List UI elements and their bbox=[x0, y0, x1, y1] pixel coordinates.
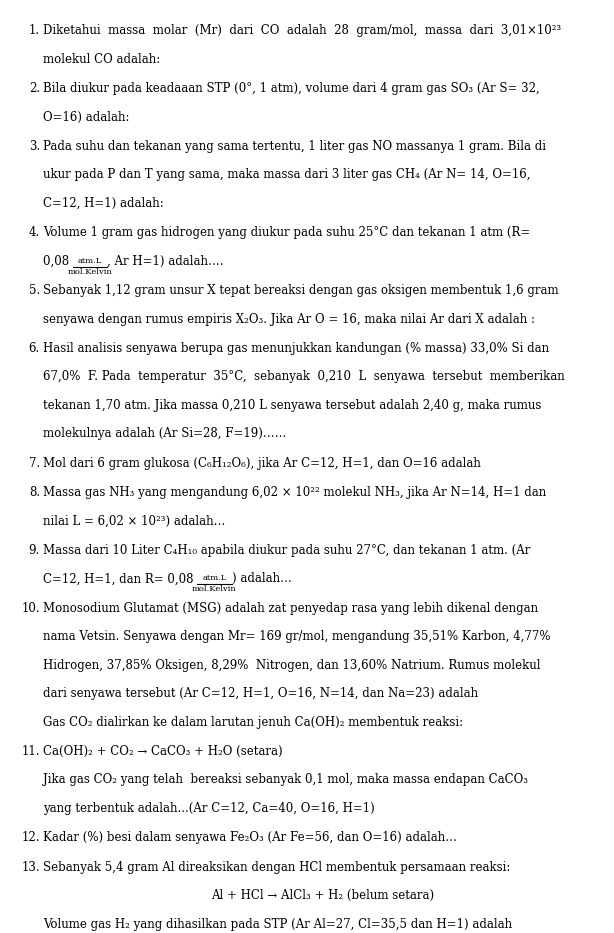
Text: Volume 1 gram gas hidrogen yang diukur pada suhu 25°C dan tekanan 1 atm (R=: Volume 1 gram gas hidrogen yang diukur p… bbox=[43, 226, 530, 239]
Text: 0,08: 0,08 bbox=[43, 255, 73, 268]
Text: mol.Kelvin: mol.Kelvin bbox=[68, 268, 112, 275]
Text: O=16) adalah:: O=16) adalah: bbox=[43, 110, 130, 123]
Text: Pada suhu dan tekanan yang sama tertentu, 1 liter gas NO massanya 1 gram. Bila d: Pada suhu dan tekanan yang sama tertentu… bbox=[43, 140, 546, 153]
Text: Gas CO₂ dialirkan ke dalam larutan jenuh Ca(OH)₂ membentuk reaksi:: Gas CO₂ dialirkan ke dalam larutan jenuh… bbox=[43, 716, 463, 729]
Text: Sebanyak 5,4 gram Al direaksikan dengan HCl membentuk persamaan reaksi:: Sebanyak 5,4 gram Al direaksikan dengan … bbox=[43, 860, 510, 873]
Text: Al + HCl → AlCl₃ + H₂ (belum setara): Al + HCl → AlCl₃ + H₂ (belum setara) bbox=[211, 889, 434, 902]
Text: 4.: 4. bbox=[29, 226, 40, 239]
Text: atm.L: atm.L bbox=[78, 257, 103, 265]
Text: ukur pada P dan T yang sama, maka massa dari 3 liter gas CH₄ (Ar N= 14, O=16,: ukur pada P dan T yang sama, maka massa … bbox=[43, 168, 530, 181]
Text: C=12, H=1, dan R= 0,08: C=12, H=1, dan R= 0,08 bbox=[43, 572, 197, 585]
Text: 7.: 7. bbox=[29, 456, 40, 469]
Text: yang terbentuk adalah...(Ar C=12, Ca=40, O=16, H=1): yang terbentuk adalah...(Ar C=12, Ca=40,… bbox=[43, 801, 375, 815]
Text: Hidrogen, 37,85% Oksigen, 8,29%  Nitrogen, dan 13,60% Natrium. Rumus molekul: Hidrogen, 37,85% Oksigen, 8,29% Nitrogen… bbox=[43, 659, 540, 672]
Text: dari senyawa tersebut (Ar C=12, H=1, O=16, N=14, dan Na=23) adalah: dari senyawa tersebut (Ar C=12, H=1, O=1… bbox=[43, 687, 478, 700]
Text: , Ar H=1) adalah….: , Ar H=1) adalah…. bbox=[107, 255, 223, 268]
Text: molekul CO adalah:: molekul CO adalah: bbox=[43, 53, 160, 65]
Text: 2.: 2. bbox=[29, 82, 40, 95]
Text: Mol dari 6 gram glukosa (C₆H₁₂O₆), jika Ar C=12, H=1, dan O=16 adalah: Mol dari 6 gram glukosa (C₆H₁₂O₆), jika … bbox=[43, 456, 481, 469]
Text: Massa dari 10 Liter C₄H₁₀ apabila diukur pada suhu 27°C, dan tekanan 1 atm. (Ar: Massa dari 10 Liter C₄H₁₀ apabila diukur… bbox=[43, 544, 530, 557]
Text: molekulnya adalah (Ar Si=28, F=19)……: molekulnya adalah (Ar Si=28, F=19)…… bbox=[43, 427, 286, 440]
Text: ) adalah…: ) adalah… bbox=[231, 572, 292, 585]
Text: 67,0%  F. Pada  temperatur  35°C,  sebanyak  0,210  L  senyawa  tersebut  member: 67,0% F. Pada temperatur 35°C, sebanyak … bbox=[43, 370, 565, 383]
Text: nilai L = 6,02 × 10²³) adalah…: nilai L = 6,02 × 10²³) adalah… bbox=[43, 514, 225, 527]
Text: Jika gas CO₂ yang telah  bereaksi sebanyak 0,1 mol, maka massa endapan CaCO₃: Jika gas CO₂ yang telah bereaksi sebanya… bbox=[43, 773, 528, 787]
Text: 6.: 6. bbox=[29, 341, 40, 355]
Text: 13.: 13. bbox=[21, 860, 40, 873]
Text: Kadar (%) besi dalam senyawa Fe₂O₃ (Ar Fe=56, dan O=16) adalah…: Kadar (%) besi dalam senyawa Fe₂O₃ (Ar F… bbox=[43, 831, 457, 844]
Text: Hasil analisis senyawa berupa gas menunjukkan kandungan (% massa) 33,0% Si dan: Hasil analisis senyawa berupa gas menunj… bbox=[43, 341, 549, 355]
Text: Ca(OH)₂ + CO₂ → CaCO₃ + H₂O (setara): Ca(OH)₂ + CO₂ → CaCO₃ + H₂O (setara) bbox=[43, 745, 282, 758]
Text: Bila diukur pada keadaaan STP (0°, 1 atm), volume dari 4 gram gas SO₃ (Ar S= 32,: Bila diukur pada keadaaan STP (0°, 1 atm… bbox=[43, 82, 540, 95]
Text: C=12, H=1) adalah:: C=12, H=1) adalah: bbox=[43, 197, 164, 210]
Text: 3.: 3. bbox=[29, 140, 40, 153]
Text: Monosodium Glutamat (MSG) adalah zat penyedap rasa yang lebih dikenal dengan: Monosodium Glutamat (MSG) adalah zat pen… bbox=[43, 602, 538, 615]
Text: Sebanyak 1,12 gram unsur X tepat bereaksi dengan gas oksigen membentuk 1,6 gram: Sebanyak 1,12 gram unsur X tepat bereaks… bbox=[43, 284, 559, 297]
Text: mol.Kelvin: mol.Kelvin bbox=[192, 585, 237, 593]
Text: 1.: 1. bbox=[29, 24, 40, 37]
Text: Volume gas H₂ yang dihasilkan pada STP (Ar Al=27, Cl=35,5 dan H=1) adalah: Volume gas H₂ yang dihasilkan pada STP (… bbox=[43, 917, 512, 930]
Text: 5.: 5. bbox=[29, 284, 40, 297]
Text: 12.: 12. bbox=[21, 831, 40, 844]
Text: senyawa dengan rumus empiris X₂O₃. Jika Ar O = 16, maka nilai Ar dari X adalah :: senyawa dengan rumus empiris X₂O₃. Jika … bbox=[43, 313, 535, 326]
Text: 9.: 9. bbox=[29, 544, 40, 557]
Text: tekanan 1,70 atm. Jika massa 0,210 L senyawa tersebut adalah 2,40 g, maka rumus: tekanan 1,70 atm. Jika massa 0,210 L sen… bbox=[43, 398, 542, 411]
Text: 10.: 10. bbox=[21, 602, 40, 615]
Text: atm.L: atm.L bbox=[202, 574, 227, 582]
Text: 11.: 11. bbox=[21, 745, 40, 758]
Text: nama Vetsin. Senyawa dengan Mr= 169 gr/mol, mengandung 35,51% Karbon, 4,77%: nama Vetsin. Senyawa dengan Mr= 169 gr/m… bbox=[43, 630, 551, 643]
Text: 8.: 8. bbox=[29, 486, 40, 499]
Text: Massa gas NH₃ yang mengandung 6,02 × 10²² molekul NH₃, jika Ar N=14, H=1 dan: Massa gas NH₃ yang mengandung 6,02 × 10²… bbox=[43, 486, 546, 499]
Text: Diketahui  massa  molar  (Mr)  dari  CO  adalah  28  gram/mol,  massa  dari  3,0: Diketahui massa molar (Mr) dari CO adala… bbox=[43, 24, 561, 37]
